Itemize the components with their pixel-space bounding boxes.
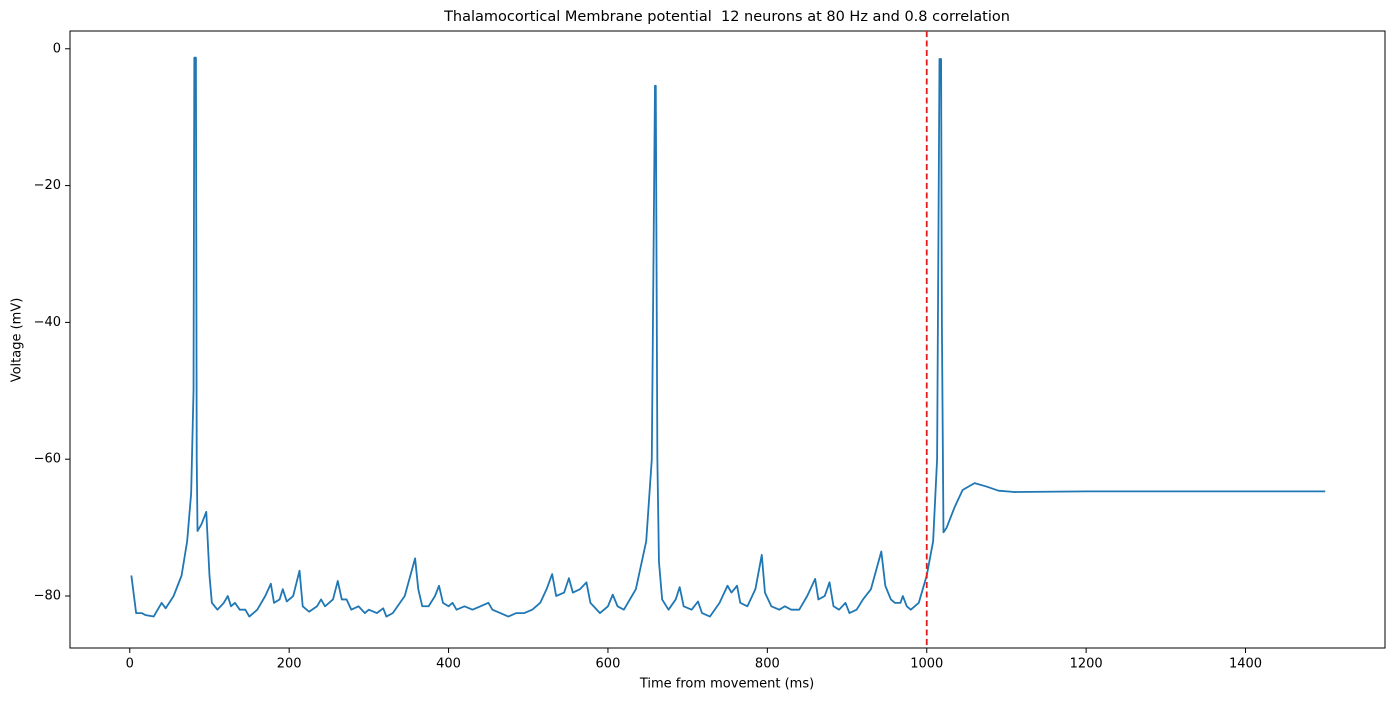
- x-tick-label: 0: [126, 657, 134, 672]
- x-tick-label: 600: [596, 657, 621, 672]
- chart-title: Thalamocortical Membrane potential 12 ne…: [443, 9, 1010, 25]
- y-tick-label: 0: [53, 41, 61, 56]
- y-tick-label: −40: [34, 315, 61, 330]
- y-tick-label: −80: [34, 589, 61, 604]
- x-tick-label: 800: [755, 657, 780, 672]
- y-tick-label: −60: [34, 452, 61, 467]
- axes-frame: [69, 30, 1386, 649]
- x-tick-label: 1000: [910, 657, 943, 672]
- x-tick-label: 1200: [1070, 657, 1103, 672]
- x-tick-label: 1400: [1229, 657, 1262, 672]
- y-tick-label: −20: [34, 178, 61, 193]
- x-tick-label: 400: [436, 657, 461, 672]
- x-axis-label: Time from movement (ms): [639, 677, 814, 692]
- y-axis-label: Voltage (mV): [10, 298, 25, 383]
- x-tick-label: 200: [277, 657, 302, 672]
- line-series: [130, 56, 1326, 618]
